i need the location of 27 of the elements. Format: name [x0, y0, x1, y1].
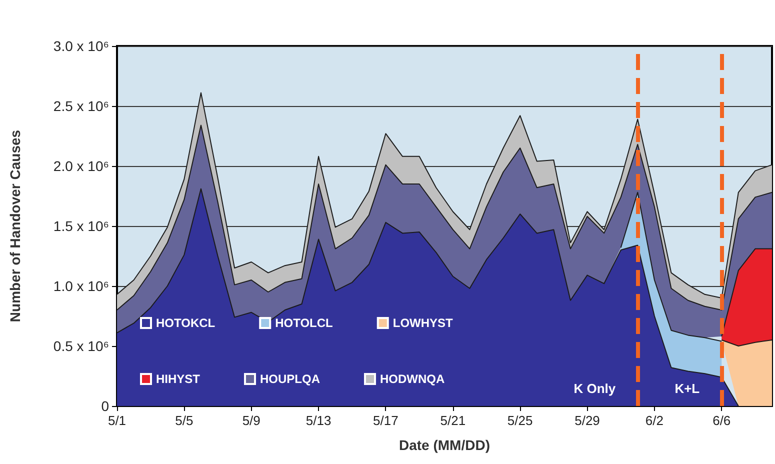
x-tick-label: 5/17 [373, 413, 398, 428]
annotation: K Only [574, 381, 616, 396]
x-tick-label: 5/9 [242, 413, 260, 428]
annotation: K+L [674, 381, 700, 396]
x-tick-label: 6/6 [712, 413, 731, 428]
y-tick-label: 0.5 x 10⁶ [53, 338, 109, 354]
y-tick-label: 2.0 x 10⁶ [53, 158, 109, 174]
x-tick-label: 5/25 [507, 413, 533, 428]
y-tick-label: 3.0 x 10⁶ [53, 38, 109, 54]
x-tick-label: 5/1 [108, 413, 126, 428]
legend-label: HOTOLCL [275, 316, 333, 330]
y-tick-label: 0 [101, 398, 110, 414]
x-tick-label: 5/29 [574, 413, 600, 428]
legend-label: HIHYST [156, 372, 201, 386]
x-tick-label: 5/21 [440, 413, 466, 428]
y-tick-label: 2.5 x 10⁶ [53, 98, 109, 114]
x-tick-label: 5/13 [306, 413, 332, 428]
legend-label: HOUPLQA [260, 372, 320, 386]
y-tick-label: 1.0 x 10⁶ [53, 278, 109, 294]
x-tick-label: 6/2 [645, 413, 664, 428]
legend-label: HOTOKCL [156, 316, 216, 330]
y-tick-label: 1.5 x 10⁶ [53, 218, 109, 234]
legend-label: LOWHYST [392, 316, 454, 330]
x-axis-title: Date (MM/DD) [399, 437, 490, 453]
x-tick-label: 5/5 [175, 413, 194, 428]
legend-label: HODWNQA [380, 372, 445, 386]
y-axis-title: Number of Handover Causes [7, 130, 23, 322]
